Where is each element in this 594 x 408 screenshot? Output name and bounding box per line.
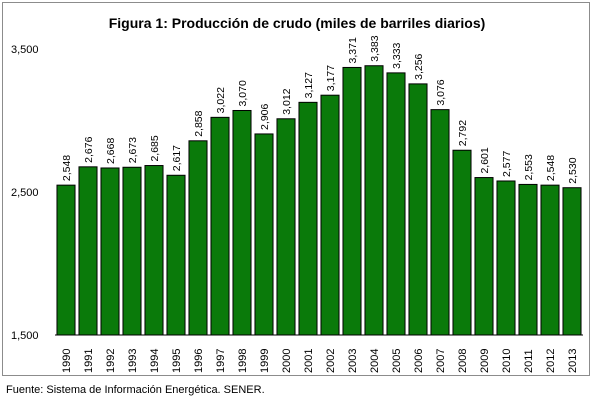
- x-tick-label: 1995: [171, 349, 183, 373]
- bar: [56, 184, 76, 336]
- bar: [232, 109, 252, 336]
- value-label: 3,177: [325, 65, 337, 91]
- x-tick-label: 2005: [391, 349, 403, 373]
- bar: [364, 65, 384, 336]
- value-label: 2,548: [545, 155, 557, 181]
- x-tick-label: 2001: [303, 349, 315, 373]
- bar: [562, 187, 582, 336]
- value-label: 2,858: [193, 110, 205, 136]
- bar: [144, 165, 164, 336]
- bar: [210, 116, 230, 336]
- bar: [386, 72, 406, 336]
- bar: [540, 184, 560, 336]
- value-label: 2,601: [479, 147, 491, 173]
- x-tick-label: 1990: [61, 349, 73, 373]
- x-tick-label: 1999: [259, 349, 271, 373]
- bar: [166, 174, 186, 336]
- value-label: 3,076: [435, 79, 447, 105]
- value-label: 2,685: [149, 135, 161, 161]
- value-label: 3,070: [237, 80, 249, 106]
- x-tick-label: 1993: [127, 349, 139, 373]
- x-tick-label: 2012: [545, 349, 557, 373]
- y-tick-label: 2,500: [11, 187, 39, 199]
- y-tick-label: 1,500: [11, 330, 39, 342]
- bar: [342, 66, 362, 336]
- x-axis-labels: 1990 1991 1992 1993 1994 1995 1996 1997 1998 1999…: [61, 349, 579, 373]
- value-label: 3,022: [215, 87, 227, 113]
- value-label: 3,256: [413, 53, 425, 79]
- x-tick-label: 2011: [523, 349, 535, 373]
- value-label: 2,676: [83, 136, 95, 162]
- value-label: 2,548: [61, 155, 73, 181]
- value-label: 2,668: [105, 138, 117, 164]
- value-label: 2,553: [523, 154, 535, 180]
- value-label: 3,127: [303, 72, 315, 98]
- value-label: 3,012: [281, 88, 293, 114]
- bar: [276, 118, 296, 336]
- x-tick-label: 2008: [457, 349, 469, 373]
- value-label: 2,530: [567, 157, 579, 183]
- y-axis-ticks: 1,500 2,500 3,500: [11, 44, 39, 342]
- bar: [320, 94, 340, 336]
- x-tick-label: 2006: [413, 349, 425, 373]
- x-tick-label: 1996: [193, 349, 205, 373]
- x-tick-label: 1998: [237, 349, 249, 373]
- x-tick-label: 1994: [149, 349, 161, 373]
- bar: [430, 109, 450, 336]
- bar: [518, 183, 538, 336]
- chart-title: Figura 1: Producción de crudo (miles de …: [109, 15, 486, 31]
- value-label: 2,673: [127, 137, 139, 163]
- x-tick-label: 2004: [369, 349, 381, 373]
- bar: [78, 166, 98, 336]
- x-tick-label: 2007: [435, 349, 447, 373]
- bar-chart: Figura 1: Producción de crudo (miles de …: [11, 15, 583, 373]
- x-tick-label: 2013: [567, 349, 579, 373]
- value-label: 2,577: [501, 151, 513, 177]
- bars-group: [56, 65, 582, 336]
- bar: [298, 101, 318, 336]
- source-note: Fuente: Sistema de Información Energétic…: [6, 384, 265, 396]
- value-label: 2,617: [171, 145, 183, 171]
- value-label: 3,333: [391, 42, 403, 68]
- bar: [254, 133, 274, 336]
- y-tick-label: 3,500: [11, 44, 39, 56]
- x-tick-label: 2002: [325, 349, 337, 373]
- x-tick-label: 2010: [501, 349, 513, 373]
- bar: [452, 149, 472, 336]
- value-labels-group: 2,548 2,676 2,668 2,673 2,685 2,617 2,858 3,022…: [61, 35, 579, 183]
- value-label: 2,792: [457, 120, 469, 146]
- value-label: 2,906: [259, 104, 271, 130]
- bar: [122, 166, 142, 336]
- value-label: 3,371: [347, 37, 359, 63]
- x-tick-label: 2000: [281, 349, 293, 373]
- bar: [100, 167, 120, 336]
- bar: [474, 177, 494, 336]
- x-tick-label: 1997: [215, 349, 227, 373]
- x-tick-label: 1991: [83, 349, 95, 373]
- bar: [188, 140, 208, 336]
- x-tick-label: 2003: [347, 349, 359, 373]
- value-label: 3,383: [369, 35, 381, 61]
- x-tick-label: 2009: [479, 349, 491, 373]
- bar: [408, 83, 428, 336]
- bar: [496, 180, 516, 336]
- chart-frame: Figura 1: Producción de crudo (miles de …: [2, 2, 590, 376]
- x-tick-label: 1992: [105, 349, 117, 373]
